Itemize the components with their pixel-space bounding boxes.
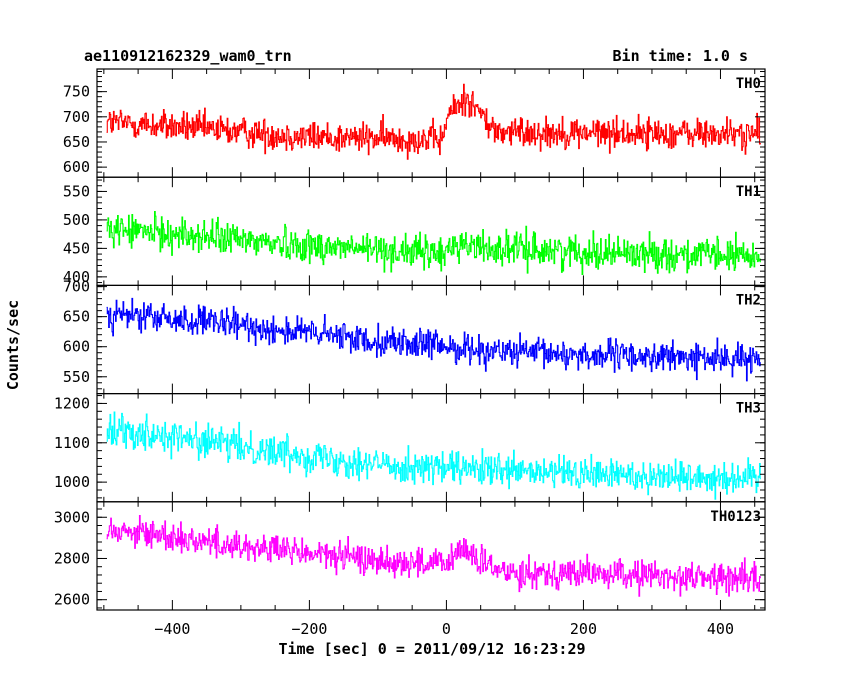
panel-label-th0123: TH0123 (710, 509, 761, 525)
chart-title: ae110912162329_wam0_trn (84, 47, 292, 65)
y-tick-label: 600 (63, 158, 90, 176)
x-axis-label: Time [sec] 0 = 2011/09/12 16:23:29 (278, 640, 585, 658)
x-tick-label: −200 (291, 620, 327, 638)
panel-label-th3: TH3 (736, 401, 761, 417)
y-tick-label: 550 (63, 182, 90, 200)
y-tick-label: 600 (63, 338, 90, 356)
panel-label-th0: TH0 (736, 76, 761, 92)
series-line-th0 (106, 83, 761, 160)
x-tick-label: −400 (154, 620, 190, 638)
x-tick-label: 0 (442, 620, 451, 638)
y-tick-label: 3000 (54, 508, 90, 526)
y-tick-label: 650 (63, 133, 90, 151)
series-line-th0123 (106, 515, 761, 597)
y-tick-label: 650 (63, 308, 90, 326)
x-axis: −400 −200 0 200 400 (154, 620, 734, 638)
series-line-th1 (106, 211, 761, 276)
panel-frame (96, 501, 766, 611)
y-tick-label: 1100 (54, 434, 90, 452)
panel-th0: 600 650 700 750 TH0 (63, 68, 766, 178)
y-tick-label: 750 (63, 83, 90, 101)
panel-th1: 400 450 500 550 TH1 (63, 176, 766, 286)
x-tick-label: 400 (707, 620, 734, 638)
panel-th3: 1000 1100 1200 TH3 (54, 393, 766, 503)
y-tick-label: 2600 (54, 591, 90, 609)
y-tick-label: 2800 (54, 549, 90, 567)
panel-label-th2: TH2 (736, 292, 761, 308)
y-tick-label: 450 (63, 239, 90, 257)
y-tick-label: 1000 (54, 473, 90, 491)
series-line-th3 (106, 411, 761, 500)
y-tick-label: 700 (63, 108, 90, 126)
panel-th0123: 2600 2800 3000 TH0123 (54, 501, 766, 611)
y-axis-label: Counts/sec (4, 300, 22, 390)
y-tick-label: 1200 (54, 394, 90, 412)
x-tick-label: 200 (570, 620, 597, 638)
y-tick-label: 500 (63, 211, 90, 229)
series-line-th2 (106, 297, 761, 382)
y-tick-label: 400 (63, 268, 90, 286)
panel-th2: 550 600 650 700 TH2 (63, 278, 766, 395)
bin-time-label: Bin time: 1.0 s (613, 47, 748, 65)
y-tick-label: 550 (63, 368, 90, 386)
panel-label-th1: TH1 (736, 184, 761, 200)
y-tick-label: 700 (63, 278, 90, 296)
panels-group: 600 650 700 750 TH0 400 450 500 550 TH1 550 600 650 7… (54, 68, 766, 611)
